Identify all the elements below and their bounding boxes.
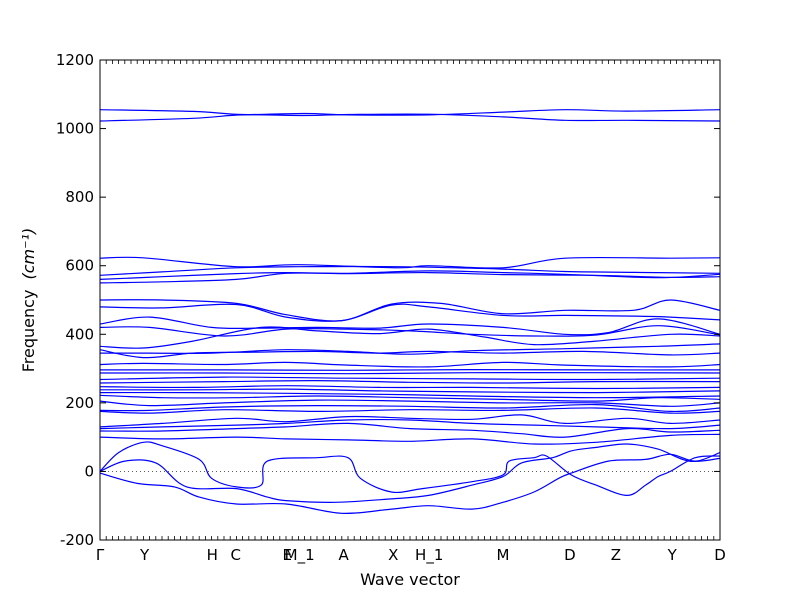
band-line-17 xyxy=(99,376,721,381)
high-symmetry-label: H_1 xyxy=(415,546,443,565)
band-line-2 xyxy=(99,113,721,122)
band-line-22 xyxy=(99,394,721,402)
y-tick-label: 200 xyxy=(65,394,94,412)
high-symmetry-label: Γ xyxy=(96,546,105,564)
high-symmetry-label: X xyxy=(388,546,398,564)
y-tick-label: 600 xyxy=(65,257,94,275)
high-symmetry-label: Y xyxy=(139,546,150,564)
y-tick-label: 400 xyxy=(65,325,94,343)
band-line-27 xyxy=(99,418,721,430)
band-line-18 xyxy=(99,379,721,384)
y-axis-ticks: -200 0 200 400 600 800 1000 1200 xyxy=(56,51,720,549)
band-line-4 xyxy=(99,265,721,276)
y-axis-label-text: Frequency xyxy=(19,290,38,373)
high-symmetry-label: M_1 xyxy=(285,546,315,565)
band-line-23 xyxy=(99,399,721,407)
band-line-32 xyxy=(99,452,721,515)
band-line-31 xyxy=(99,443,721,503)
y-tick-label: -200 xyxy=(60,531,94,549)
band-line-11 xyxy=(99,326,721,349)
y-tick-label: 0 xyxy=(84,462,94,480)
high-symmetry-label: M xyxy=(497,546,510,564)
y-tick-label: 800 xyxy=(65,188,94,206)
high-symmetry-label: C xyxy=(231,546,241,564)
x-axis-ticks: Γ Y H C EM_1 A X H_1 M D Z Y D xyxy=(96,60,726,565)
band-line-28 xyxy=(99,422,721,438)
band-line-20 xyxy=(99,388,721,394)
high-symmetry-label: Z xyxy=(611,546,621,564)
plot-area: -200 0 200 400 600 800 1000 1200 Γ Y H C EM_1 A X H_1 M… xyxy=(56,51,726,565)
band-line-26 xyxy=(99,414,721,428)
band-line-15 xyxy=(100,368,721,371)
x-axis-label: Wave vector xyxy=(360,570,460,589)
band-line-1 xyxy=(99,109,721,116)
high-symmetry-label: Y xyxy=(667,546,678,564)
band-line-14 xyxy=(99,361,721,368)
high-symmetry-label: H xyxy=(207,546,218,564)
band-line-24 xyxy=(99,403,721,413)
high-symmetry-label: A xyxy=(339,546,350,564)
band-line-8 xyxy=(99,303,721,322)
y-axis-label-unit: (cm⁻¹) xyxy=(19,228,38,280)
high-symmetry-label: D xyxy=(714,546,726,564)
band-line-13 xyxy=(100,343,721,355)
band-line-9 xyxy=(99,316,721,336)
high-symmetry-label: E xyxy=(282,546,291,564)
y-axis-label: Frequency (cm⁻¹) xyxy=(19,228,38,372)
high-symmetry-label: D xyxy=(564,546,576,564)
band-line-25 xyxy=(99,407,721,414)
band-line-7 xyxy=(99,299,721,322)
band-line-16 xyxy=(99,371,721,375)
y-tick-label: 1200 xyxy=(56,51,94,69)
band-line-19 xyxy=(99,385,721,390)
band-line-29 xyxy=(99,433,721,445)
band-line-30 xyxy=(99,441,721,497)
band-line-5 xyxy=(99,270,721,280)
band-line-6 xyxy=(99,271,721,284)
y-tick-label: 1000 xyxy=(56,120,94,138)
band-line-21 xyxy=(99,391,721,399)
band-lines xyxy=(99,109,721,515)
band-line-10 xyxy=(99,325,721,337)
